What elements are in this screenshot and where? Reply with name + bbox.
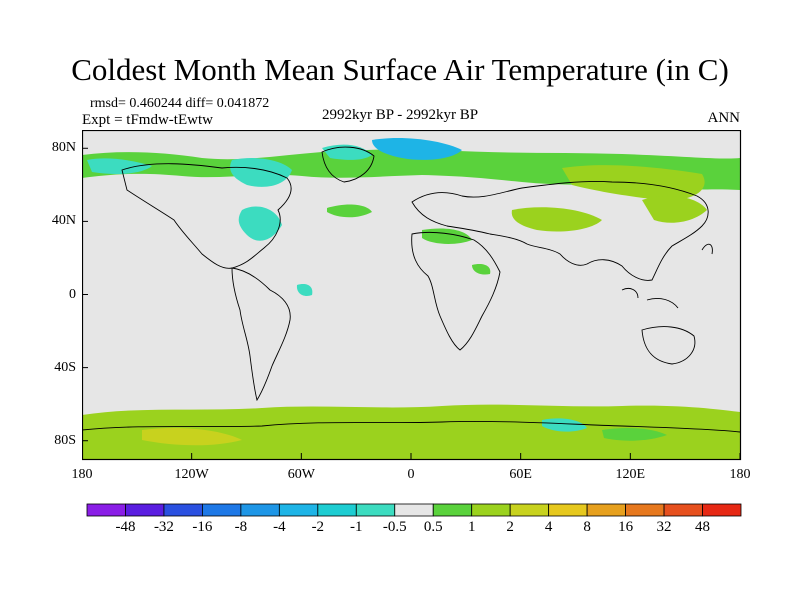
axis-ticks bbox=[82, 147, 741, 459]
colorbar-label: -4 bbox=[273, 519, 286, 535]
lat-label: 80N bbox=[51, 140, 76, 156]
colorbar-label: -32 bbox=[153, 519, 174, 535]
colorbar-swatch bbox=[471, 503, 511, 517]
australia-coast bbox=[641, 326, 696, 365]
coastlines bbox=[82, 146, 741, 433]
colorbar-swatch bbox=[125, 503, 165, 517]
colorbar-swatch bbox=[394, 503, 434, 517]
colorbar-swatch bbox=[548, 503, 588, 517]
lon-label: 60W bbox=[287, 467, 315, 482]
greenland-coast bbox=[321, 146, 375, 183]
season-label: ANN bbox=[707, 110, 741, 126]
colorbar-swatch bbox=[278, 503, 319, 517]
north-america-coast bbox=[121, 163, 292, 269]
antarctica-coast bbox=[82, 421, 741, 433]
north-america-cold-patch bbox=[238, 206, 282, 241]
sahara-warm-patch bbox=[472, 264, 491, 275]
colorbar-label: 0.5 bbox=[423, 519, 443, 535]
arctic-cold-patch bbox=[372, 138, 462, 160]
lon-label: 0 bbox=[407, 467, 415, 482]
lon-label: 60E bbox=[509, 467, 532, 482]
chart-title: Coldest Month Mean Surface Air Temperatu… bbox=[71, 52, 729, 87]
lat-label: 40N bbox=[51, 213, 76, 229]
colorbar-label: 1 bbox=[467, 519, 476, 535]
colorbar-label: -48 bbox=[115, 519, 136, 535]
colorbar-swatch bbox=[163, 503, 203, 517]
colorbar-swatch bbox=[432, 503, 473, 517]
eurasia-coast bbox=[411, 181, 709, 281]
lon-label: 120W bbox=[174, 467, 209, 482]
colorbar-label: -0.5 bbox=[382, 519, 407, 535]
canada-cold-patch bbox=[230, 158, 292, 187]
antarctic-warm-band bbox=[82, 404, 740, 459]
lat-label: 80S bbox=[54, 432, 76, 448]
antarctic-cold-patch bbox=[542, 418, 587, 432]
brazil-cold-patch bbox=[296, 284, 313, 296]
colorbar-label: 48 bbox=[695, 519, 711, 535]
colorbar-label: -2 bbox=[311, 519, 325, 535]
colorbar bbox=[86, 503, 742, 517]
atlantic-warm-patch bbox=[327, 204, 372, 218]
colorbar-swatch bbox=[86, 503, 126, 517]
bering-cold-patch bbox=[87, 158, 152, 174]
colorbar-label: 8 bbox=[583, 519, 591, 535]
antarctic-strong-warm-patch bbox=[142, 428, 242, 446]
colorbar-swatch bbox=[240, 503, 280, 517]
lon-label: 180 bbox=[729, 467, 751, 482]
lon-label: 180 bbox=[71, 467, 93, 482]
south-america-coast bbox=[231, 267, 291, 402]
colorbar-swatch bbox=[317, 503, 357, 517]
map-panel bbox=[82, 130, 742, 461]
colorbar-label: -8 bbox=[234, 519, 248, 535]
period-label: 2992kyr BP - 2992kyr BP bbox=[322, 107, 479, 123]
rmsd-diff-stats: rmsd= 0.460244 diff= 0.041872 bbox=[90, 96, 270, 111]
colorbar-swatch bbox=[702, 503, 742, 517]
colorbar-label: 2 bbox=[506, 519, 514, 535]
experiment-label: Expt = tFmdw-tEwtw bbox=[82, 112, 213, 128]
lat-label: 40S bbox=[54, 359, 76, 375]
colorbar-swatch bbox=[202, 503, 242, 517]
colorbar-swatch bbox=[355, 503, 396, 517]
colorbar-swatch bbox=[509, 503, 550, 517]
africa-coast bbox=[411, 231, 501, 351]
lat-label: 0 bbox=[69, 286, 76, 302]
colorbar-swatch bbox=[625, 503, 665, 517]
islands-coast bbox=[621, 243, 713, 309]
colorbar-label: 32 bbox=[656, 519, 672, 535]
colorbar-label: -1 bbox=[350, 519, 363, 535]
lon-label: 120E bbox=[615, 467, 646, 482]
east-asia-warm-patch bbox=[642, 195, 707, 223]
central-asia-warm-patch bbox=[511, 207, 602, 232]
colorbar-label: 4 bbox=[544, 519, 553, 535]
colorbar-label: -16 bbox=[192, 519, 213, 535]
colorbar-swatch bbox=[586, 503, 626, 517]
colorbar-label: 16 bbox=[618, 519, 634, 535]
ross-sea-warm-patch bbox=[602, 427, 667, 441]
colorbar-swatch bbox=[663, 503, 703, 517]
